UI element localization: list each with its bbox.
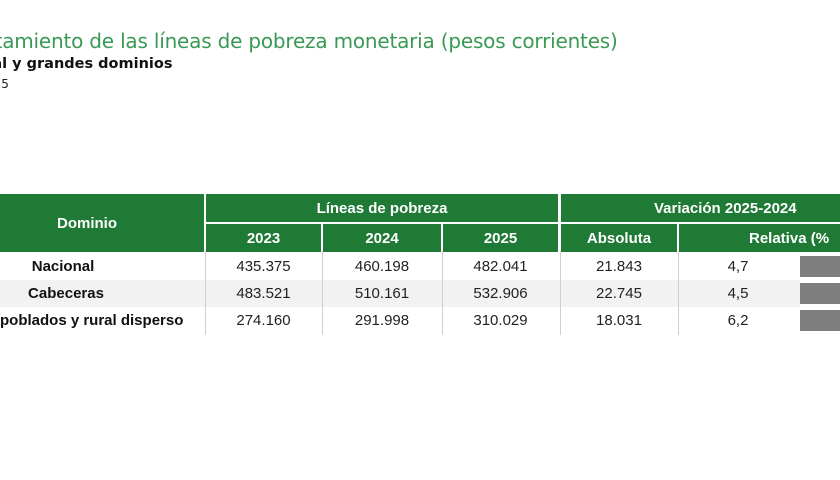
relativa-grey-tag: [800, 256, 840, 277]
cell-relativa: 6,2: [727, 312, 749, 329]
header-absoluta: Absoluta: [561, 224, 677, 252]
column-separator: [442, 251, 443, 335]
cell-2024: 291.998: [354, 312, 410, 329]
header-year-2023: 2023: [206, 224, 321, 252]
row-label-cabeceras: Cabeceras: [28, 285, 104, 302]
cell-absoluta: 18.031: [596, 312, 642, 329]
chart-subtitle: nal y grandes dominios: [0, 56, 173, 72]
header-variacion: Variación 2025-2024: [561, 194, 840, 222]
cell-2024: 510.161: [354, 285, 410, 302]
header-year-2024: 2024: [323, 224, 441, 252]
row-background-cabeceras: [0, 280, 800, 307]
column-separator: [205, 251, 206, 335]
header-year-2025: 2025: [443, 224, 558, 252]
row-label-rural: poblados y rural disperso: [0, 312, 184, 329]
column-separator: [322, 251, 323, 335]
column-separator: [560, 251, 561, 335]
relativa-grey-tag: [800, 283, 840, 304]
cell-2025: 532.906: [473, 285, 528, 302]
cell-2023: 483.521: [236, 285, 291, 302]
chart-title: portamiento de las líneas de pobreza mon…: [0, 29, 618, 53]
cell-2023: 435.375: [236, 258, 291, 275]
chart-period: 025: [0, 77, 9, 91]
cell-2024: 460.198: [354, 258, 410, 275]
cell-2023: 274.160: [236, 312, 291, 329]
header-dominio: Dominio: [0, 194, 204, 252]
column-separator: [678, 251, 679, 335]
cell-absoluta: 22.745: [596, 285, 642, 302]
cell-2025: 482.041: [473, 258, 528, 275]
cell-2025: 310.029: [473, 312, 528, 329]
cell-relativa: 4,5: [727, 285, 749, 302]
header-dominio-label: Dominio: [57, 214, 117, 232]
cell-relativa: 4,7: [727, 258, 749, 275]
header-relativa: Relativa (%: [679, 224, 840, 252]
relativa-grey-tag: [800, 310, 840, 331]
cell-absoluta: 21.843: [596, 258, 642, 275]
header-lineas-de-pobreza: Líneas de pobreza: [206, 194, 558, 222]
row-label-nacional: Nacional: [31, 258, 95, 275]
